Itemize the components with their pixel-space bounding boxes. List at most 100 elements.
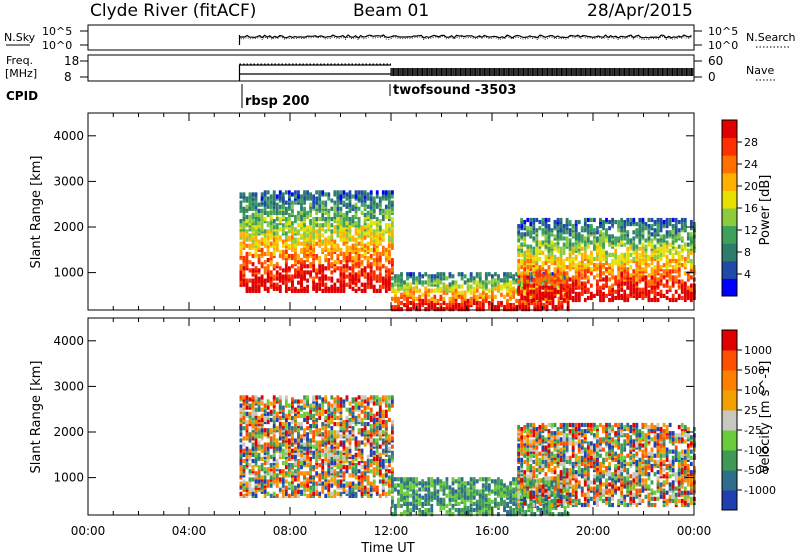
- data-cell: [324, 253, 328, 259]
- data-cell: [424, 272, 428, 277]
- data-cell: [635, 277, 639, 282]
- freq-unit-label: [MHz]: [5, 67, 37, 80]
- data-cell: [553, 267, 557, 272]
- data-cell: [300, 216, 303, 222]
- data-cell: [403, 302, 406, 308]
- data-cell: [366, 210, 370, 216]
- data-cell: [674, 269, 678, 274]
- data-cell: [330, 434, 334, 439]
- data-cell: [378, 210, 382, 216]
- data-cell: [354, 446, 358, 451]
- data-cell: [366, 411, 370, 416]
- data-cell: [369, 253, 373, 259]
- noise-right-tick-bottom: 10^0: [708, 39, 738, 52]
- data-cell: [509, 307, 512, 312]
- data-cell: [412, 286, 416, 291]
- data-cell: [460, 298, 464, 304]
- data-cell: [269, 241, 273, 246]
- data-cell: [689, 236, 693, 241]
- data-cell: [381, 485, 385, 490]
- data-cell: [312, 284, 316, 289]
- data-cell: [251, 491, 255, 496]
- data-cell: [523, 232, 527, 237]
- data-cell: [245, 229, 249, 234]
- data-cell: [357, 223, 361, 228]
- data-cell: [378, 493, 382, 498]
- data-cell: [330, 284, 334, 289]
- data-cell: [632, 242, 636, 247]
- data-cell: [369, 424, 373, 429]
- data-cell: [318, 264, 322, 269]
- data-cell: [481, 290, 485, 295]
- data-cell: [248, 483, 252, 488]
- data-cell: [454, 288, 458, 293]
- data-cell: [375, 274, 379, 279]
- data-cell: [287, 473, 291, 478]
- data-cell: [357, 278, 361, 283]
- data-cell: [366, 438, 370, 443]
- data-cell: [269, 409, 273, 414]
- data-cell: [387, 438, 391, 443]
- data-cell: [490, 280, 494, 285]
- data-cell: [494, 272, 497, 277]
- data-cell: [294, 200, 297, 205]
- data-cell: [599, 289, 602, 294]
- data-cell: [372, 276, 376, 281]
- data-cell: [686, 242, 690, 247]
- data-cell: [602, 297, 605, 303]
- data-cell: [571, 260, 575, 266]
- data-cell: [472, 294, 476, 299]
- data-cell: [315, 444, 319, 449]
- data-cell: [248, 403, 252, 408]
- data-cell: [327, 440, 331, 445]
- data-cell: [306, 278, 309, 283]
- data-cell: [342, 274, 346, 279]
- data-cell: [345, 395, 349, 400]
- data-cell: [330, 223, 334, 228]
- data-cell: [360, 194, 364, 199]
- data-cell: [387, 434, 391, 439]
- data-cell: [297, 260, 300, 265]
- data-cell: [357, 274, 361, 279]
- data-cell: [602, 250, 605, 255]
- data-cell: [354, 190, 358, 195]
- data-cell: [318, 276, 322, 281]
- data-cell: [512, 286, 515, 291]
- data-cell: [671, 269, 675, 274]
- data-cell: [245, 405, 249, 410]
- data-cell: [677, 228, 681, 233]
- data-cell: [366, 415, 370, 421]
- data-cell: [421, 274, 425, 279]
- data-cell: [303, 411, 306, 416]
- data-cell: [291, 415, 294, 421]
- data-cell: [360, 409, 364, 414]
- data-cell: [644, 285, 648, 290]
- data-cell: [530, 276, 534, 281]
- data-cell: [360, 288, 364, 293]
- data-cell: [424, 280, 428, 285]
- data-cell: [251, 458, 255, 464]
- data-cell: [421, 298, 425, 304]
- data-cell: [430, 296, 434, 301]
- data-cell: [650, 271, 654, 276]
- data-cell: [391, 194, 394, 199]
- data-cell: [248, 411, 252, 416]
- data-cell: [593, 238, 596, 243]
- data-cell: [375, 202, 379, 207]
- data-cell: [556, 281, 560, 286]
- data-cell: [263, 475, 267, 480]
- data-cell: [354, 212, 358, 218]
- data-cell: [647, 230, 651, 235]
- data-cell: [297, 477, 300, 482]
- data-cell: [309, 208, 312, 213]
- data-cell: [327, 446, 331, 451]
- data-cell: [378, 233, 382, 238]
- data-cell: [369, 452, 373, 457]
- data-cell: [263, 266, 267, 271]
- data-cell: [309, 219, 312, 224]
- data-cell: [266, 258, 270, 263]
- data-cell: [348, 460, 352, 466]
- data-cell: [442, 296, 446, 301]
- data-cell: [257, 284, 261, 289]
- data-cell: [547, 252, 551, 257]
